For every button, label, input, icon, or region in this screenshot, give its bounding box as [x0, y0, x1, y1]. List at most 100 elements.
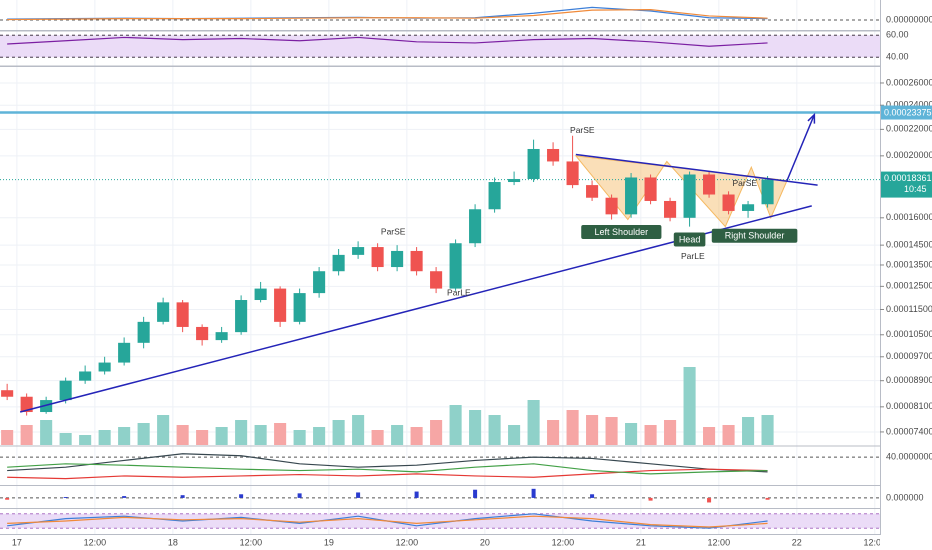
y-tick-label: 0.00008100 — [886, 401, 932, 411]
indicator-bar — [297, 493, 302, 498]
volume-bar — [605, 417, 618, 445]
candle-body — [391, 250, 404, 268]
indicator-line — [7, 468, 768, 480]
y-tick-label: 0.00016000 — [886, 212, 932, 222]
candle-body — [488, 182, 501, 210]
y-tick-label: 0.00022000 — [886, 124, 932, 134]
indicator-line — [7, 36, 768, 47]
indicator-line — [7, 463, 768, 475]
indicator-bar — [648, 497, 653, 501]
volume-bar — [313, 427, 326, 445]
volume-bar — [352, 415, 365, 445]
candle-body — [449, 243, 462, 289]
volume-bar — [683, 367, 696, 445]
candle-body — [20, 396, 33, 413]
y-tick-label: 0.00026000 — [886, 77, 932, 87]
volume-bar — [332, 420, 345, 445]
candle-body — [722, 194, 735, 211]
level-label-box — [881, 105, 932, 120]
candle-body — [761, 179, 774, 205]
annotation-label: Right Shoulder — [725, 231, 785, 241]
volume-bar — [371, 430, 384, 445]
x-tick-label: 21 — [636, 537, 646, 547]
volume-bar — [644, 425, 657, 445]
candle-body — [547, 148, 560, 162]
annotation-box — [673, 232, 706, 247]
candle-body — [59, 380, 72, 401]
volume-bar — [430, 420, 443, 445]
y-tick-label: 0.00012500 — [886, 281, 932, 291]
candle-body — [98, 362, 111, 372]
candle-body — [254, 288, 267, 301]
annotation-label: Left Shoulder — [595, 227, 649, 237]
candle-body — [157, 302, 170, 322]
indicator-bar — [414, 491, 419, 498]
candle-body — [430, 271, 443, 289]
volume-bar — [137, 423, 150, 445]
candle-body — [683, 174, 696, 218]
candle-body — [274, 288, 287, 322]
candle-body — [1, 390, 14, 397]
y-tick-label: 0.00007400 — [886, 426, 932, 436]
indicator-bar — [473, 489, 478, 498]
volume-bar — [1, 430, 14, 445]
candle-body — [79, 371, 92, 381]
candle-body — [332, 254, 345, 272]
y-tick-label: 0.00009700 — [886, 351, 932, 361]
volume-bar — [40, 420, 53, 445]
volume-bar — [761, 415, 774, 445]
indicator-line — [7, 9, 768, 21]
indicator-bar — [239, 494, 244, 498]
candle-body — [410, 250, 423, 272]
arrow — [786, 114, 816, 181]
indicator-tick-label: 40.00 — [886, 52, 909, 62]
indicator-bar — [122, 496, 127, 498]
candle-body — [586, 185, 599, 198]
candle-body — [176, 302, 189, 327]
x-tick-label: 22 — [792, 537, 802, 547]
candle-body — [508, 178, 521, 183]
x-tick-label: 12:00 — [396, 537, 419, 547]
volume-bar — [547, 420, 560, 445]
x-tick-label: 12:00 — [240, 537, 263, 547]
y-tick-label: 0.00010500 — [886, 329, 932, 339]
y-tick-label: 0.00008900 — [886, 375, 932, 385]
candle-body — [40, 400, 53, 413]
candle-body — [703, 174, 716, 195]
countdown-label: 10:45 — [904, 184, 927, 194]
volume-bar — [391, 425, 404, 445]
volume-bar — [274, 423, 287, 445]
volume-bar — [118, 427, 131, 445]
volume-bar — [98, 430, 111, 445]
volume-bar — [488, 415, 501, 445]
volume-bar — [508, 425, 521, 445]
y-tick-label: 0.00024000 — [886, 100, 932, 110]
x-tick-label: 19 — [324, 537, 334, 547]
candle-body — [371, 247, 384, 268]
volume-bar — [235, 420, 248, 445]
level-label: 0.00023375 — [884, 107, 932, 117]
x-tick-label: 18 — [168, 537, 178, 547]
indicator-tick-label: 0.000000 — [886, 492, 924, 502]
indicator-bar — [180, 495, 185, 498]
candle-body — [527, 148, 540, 179]
indicator-bar — [5, 497, 10, 500]
volume-bar — [293, 430, 306, 445]
candle-body — [235, 300, 248, 333]
x-tick-label: 17 — [12, 537, 22, 547]
volume-bar — [20, 425, 33, 445]
volume-bar — [157, 415, 170, 445]
indicator-tick-label: 40.00000000 — [886, 451, 932, 461]
indicator-bar — [590, 494, 595, 498]
volume-bar — [59, 433, 72, 445]
candle-body — [566, 161, 579, 186]
indicator-tick-label: 60.00 — [886, 30, 909, 40]
arrow-head — [807, 112, 816, 124]
volume-bar — [79, 435, 92, 445]
annotation-label: ParLE — [681, 251, 705, 261]
volume-bar — [703, 427, 716, 445]
volume-bar — [215, 427, 228, 445]
volume-bar — [449, 405, 462, 445]
annotation-label: ParSE — [381, 226, 406, 236]
last-price-box — [881, 171, 932, 198]
